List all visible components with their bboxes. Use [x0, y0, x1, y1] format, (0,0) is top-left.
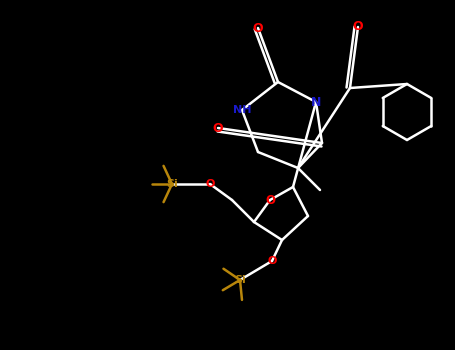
Text: O: O: [205, 179, 215, 189]
Text: O: O: [353, 21, 363, 34]
Text: O: O: [253, 21, 263, 35]
Text: Si: Si: [234, 275, 246, 285]
Text: Si: Si: [166, 179, 178, 189]
Text: O: O: [212, 121, 223, 134]
Text: O: O: [265, 194, 275, 206]
Text: N: N: [311, 96, 321, 108]
Text: NH: NH: [233, 105, 251, 115]
Text: O: O: [268, 256, 277, 266]
